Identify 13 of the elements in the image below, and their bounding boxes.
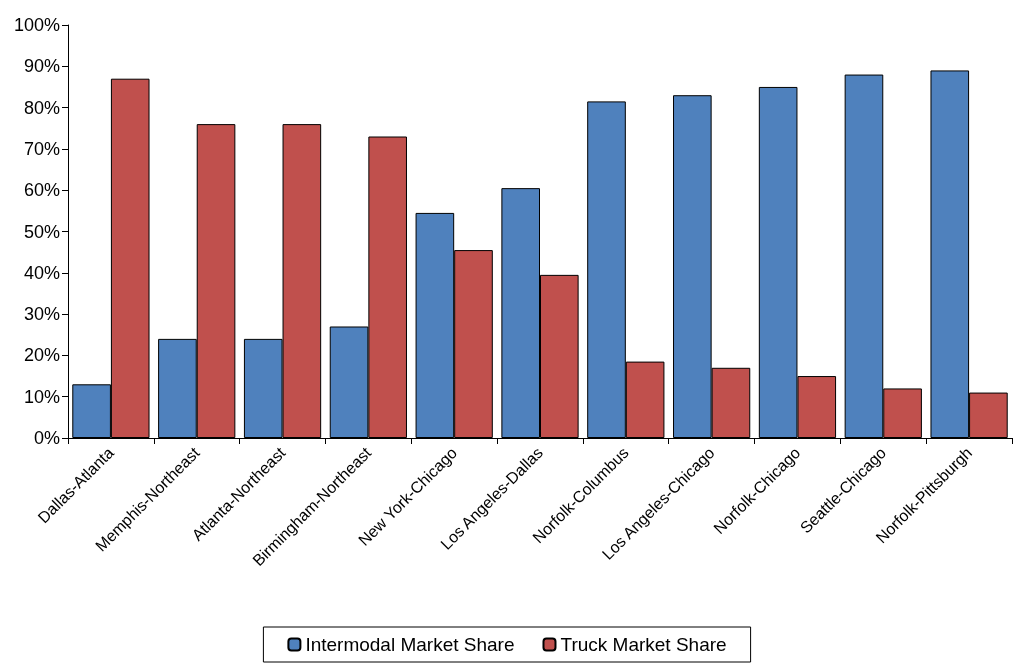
y-tick-label: 40% [23, 262, 60, 283]
y-tick-label: 60% [23, 180, 60, 201]
y-tick-label: 70% [23, 138, 60, 159]
y-tick-label: 50% [23, 221, 60, 242]
y-tick-label: 80% [23, 97, 60, 118]
legend-label: Truck Market Share [560, 634, 727, 655]
y-tick-label: 30% [23, 304, 60, 325]
y-tick-label: 100% [13, 15, 60, 35]
y-tick-label: 20% [23, 345, 60, 366]
y-tick-label: 10% [23, 386, 60, 407]
y-tick-label: 90% [23, 56, 60, 77]
legend-label: Intermodal Market Share [305, 634, 515, 655]
y-tick-label: 0% [33, 428, 60, 448]
